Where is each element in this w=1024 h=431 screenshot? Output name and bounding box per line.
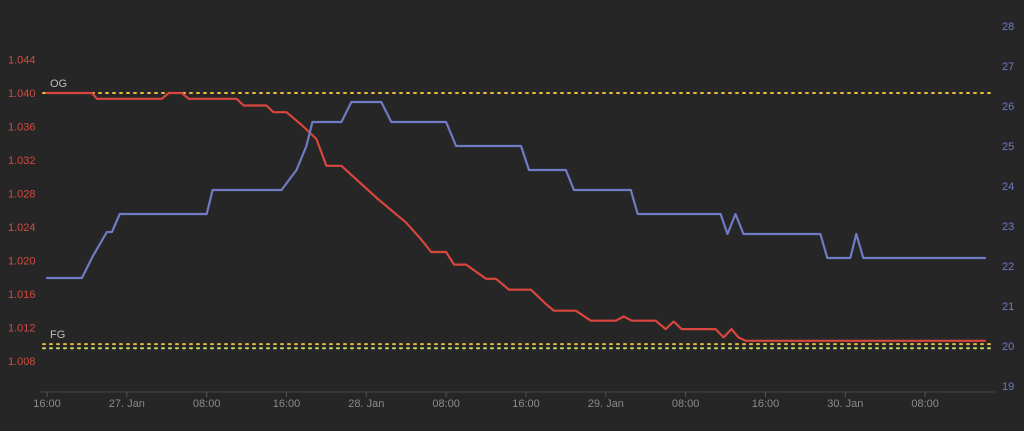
y-left-tick-label: 1.032 xyxy=(8,155,36,167)
y-right-tick-label: 25 xyxy=(1002,141,1014,153)
y-left-tick-label: 1.016 xyxy=(8,289,36,301)
x-tick-label: 30. Jan xyxy=(827,398,863,410)
gravity-series-line xyxy=(45,91,987,342)
y-right-tick-label: 19 xyxy=(1002,381,1014,393)
y-right-tick-label: 23 xyxy=(1002,221,1014,233)
y-right-tick-label: 26 xyxy=(1002,101,1014,113)
y-left-tick-label: 1.020 xyxy=(8,255,36,267)
y-left-tick-label: 1.028 xyxy=(8,188,36,200)
x-tick-label: 16:00 xyxy=(752,398,780,410)
y-left-tick-label: 1.044 xyxy=(8,55,36,67)
y-left-tick-label: 1.008 xyxy=(8,356,36,368)
x-tick-label: 16:00 xyxy=(512,398,540,410)
x-tick-label: 16:00 xyxy=(273,398,301,410)
y-right-tick-label: 20 xyxy=(1002,341,1014,353)
y-axis-right: 19 20 21 22 23 24 25 26 27 28 xyxy=(1002,21,1014,393)
y-left-tick-label: 1.036 xyxy=(8,122,36,134)
y-left-tick-label: 1.012 xyxy=(8,322,36,334)
x-tick-label: 08:00 xyxy=(672,398,700,410)
x-tick-label: 16:00 xyxy=(33,398,61,410)
x-tick-label: 08:00 xyxy=(432,398,460,410)
reference-lines: OG FG xyxy=(42,78,996,350)
x-tick-label: 08:00 xyxy=(193,398,221,410)
temperature-series-line xyxy=(45,100,987,280)
x-tick-label: 29. Jan xyxy=(588,398,624,410)
x-axis: 16:00 27. Jan 08:00 16:00 28. Jan 08:00 16:00 2… xyxy=(33,392,939,410)
y-left-tick-label: 1.024 xyxy=(8,222,36,234)
reference-label-og: OG xyxy=(50,78,67,90)
y-right-tick-label: 24 xyxy=(1002,181,1014,193)
reference-label-fg: FG xyxy=(50,329,65,341)
x-tick-label: 08:00 xyxy=(911,398,939,410)
chart-series xyxy=(45,91,987,342)
y-left-tick-label: 1.040 xyxy=(8,88,36,100)
y-right-tick-label: 27 xyxy=(1002,61,1014,73)
y-right-tick-label: 22 xyxy=(1002,261,1014,273)
y-right-tick-label: 21 xyxy=(1002,301,1014,313)
x-tick-label: 28. Jan xyxy=(348,398,384,410)
x-tick-label: 27. Jan xyxy=(109,398,145,410)
y-axis-left: 1.008 1.012 1.016 1.020 1.024 1.028 1.032 1.036… xyxy=(8,55,36,368)
y-right-tick-label: 28 xyxy=(1002,21,1014,33)
